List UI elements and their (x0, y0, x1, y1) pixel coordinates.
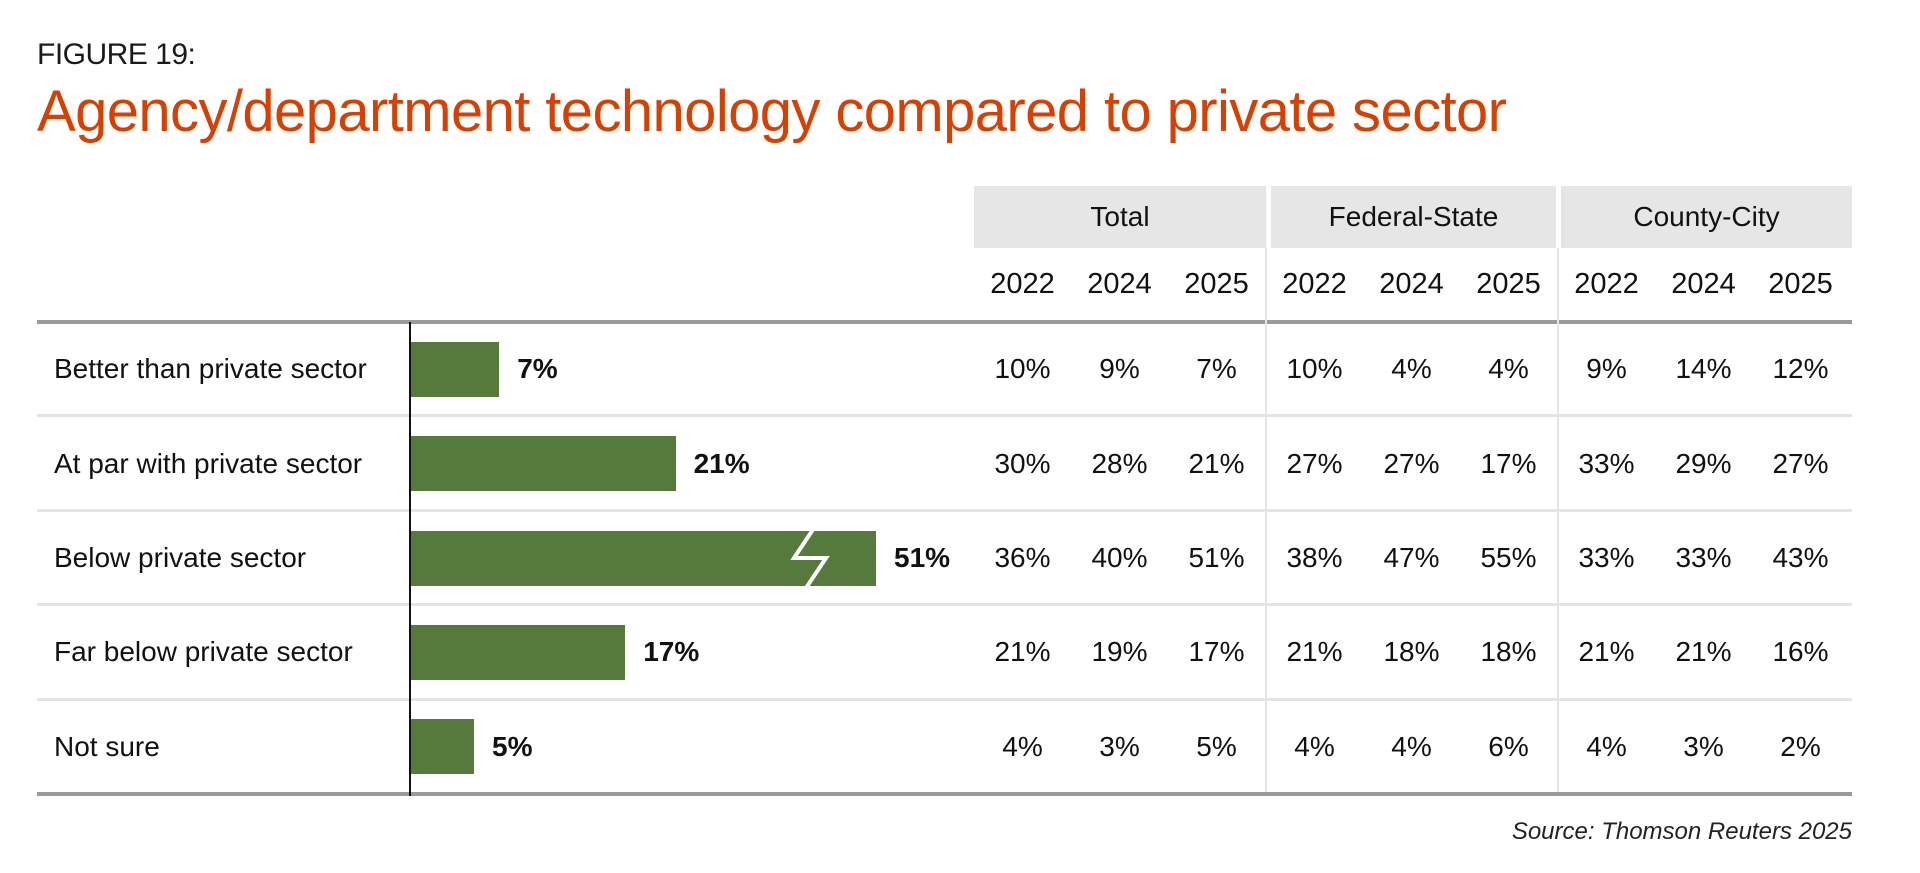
table-cell: 17% (1188, 636, 1245, 668)
bar-axis-line (409, 322, 411, 796)
table-cell: 14% (1675, 353, 1732, 385)
row-separator (37, 508, 1852, 512)
table-cell: 38% (1286, 542, 1343, 573)
table-bottom-rule (37, 792, 1852, 796)
table-cell: 4% (1391, 353, 1432, 385)
bar (411, 624, 626, 680)
table-cell: 28% (1091, 447, 1148, 479)
bar-value-label: 5% (492, 730, 533, 762)
source-note: Source: Thomson Reuters 2025 (1511, 818, 1852, 845)
table-cell: 10% (1286, 353, 1343, 385)
table-top-rule (37, 320, 1852, 324)
row-label: Better than private sector (54, 353, 367, 385)
row-label: Far below private sector (54, 636, 353, 668)
table-cell: 5% (1196, 730, 1237, 762)
table-cell: 2% (1780, 730, 1821, 762)
table-cell: 29% (1675, 447, 1732, 479)
group-divider (1557, 248, 1559, 792)
group-header-federal-state: Federal-State (1271, 186, 1556, 248)
year-header: 2024 (1671, 268, 1736, 300)
row-label: Below private sector (54, 542, 307, 573)
year-header: 2025 (1768, 268, 1833, 300)
group-header-total: Total (974, 186, 1266, 248)
table-cell: 4% (1391, 730, 1432, 762)
chart-title: Agency/department technology compared to… (37, 79, 1507, 144)
year-header: 2025 (1476, 268, 1541, 300)
year-header: 2022 (1282, 268, 1347, 300)
year-header: 2024 (1087, 268, 1152, 300)
table-cell: 47% (1383, 542, 1440, 573)
row-label: Not sure (54, 730, 160, 762)
bar-value-label: 17% (643, 636, 700, 668)
bar-value-label: 21% (693, 447, 750, 479)
bar-value-label: 51% (894, 542, 951, 573)
table-cell: 3% (1099, 730, 1140, 762)
axis-break-icon (790, 528, 830, 588)
bar-value-label: 7% (517, 353, 558, 385)
table-cell: 27% (1383, 447, 1440, 479)
row-separator (37, 697, 1852, 701)
table-cell: 36% (994, 542, 1051, 573)
table-cell: 7% (1196, 353, 1237, 385)
table-cell: 21% (1188, 447, 1245, 479)
table-cell: 51% (1188, 542, 1245, 573)
table-cell: 33% (1578, 447, 1635, 479)
table-cell: 12% (1772, 353, 1829, 385)
table-cell: 18% (1480, 636, 1537, 668)
table-cell: 9% (1586, 353, 1627, 385)
row-separator (37, 414, 1852, 418)
table-cell: 30% (994, 447, 1051, 479)
table-cell: 18% (1383, 636, 1440, 668)
group-header-county-city: County-City (1561, 186, 1852, 248)
year-header: 2025 (1184, 268, 1249, 300)
table-cell: 17% (1480, 447, 1537, 479)
table-cell: 21% (1675, 636, 1732, 668)
table-cell: 16% (1772, 636, 1829, 668)
table-cell: 33% (1675, 542, 1732, 573)
table-cell: 55% (1480, 542, 1537, 573)
row-separator (37, 603, 1852, 607)
table-cell: 21% (1286, 636, 1343, 668)
table-cell: 6% (1488, 730, 1529, 762)
year-header: 2022 (1574, 268, 1639, 300)
table-cell: 3% (1683, 730, 1724, 762)
bar (411, 436, 676, 492)
table-cell: 21% (994, 636, 1051, 668)
table-cell: 4% (1586, 730, 1627, 762)
year-header: 2022 (990, 268, 1055, 300)
table-cell: 4% (1488, 353, 1529, 385)
table-cell: 40% (1091, 542, 1148, 573)
table-cell: 4% (1002, 730, 1043, 762)
table-cell: 10% (994, 353, 1051, 385)
table-cell: 9% (1099, 353, 1140, 385)
figure-label: FIGURE 19: (37, 38, 196, 71)
table-cell: 27% (1286, 447, 1343, 479)
bar (411, 719, 474, 775)
table-cell: 43% (1772, 542, 1829, 573)
group-divider (1265, 248, 1267, 792)
bar (411, 341, 500, 397)
row-label: At par with private sector (54, 447, 363, 479)
year-header: 2024 (1379, 268, 1444, 300)
table-cell: 19% (1091, 636, 1148, 668)
table-cell: 21% (1578, 636, 1635, 668)
table-cell: 4% (1294, 730, 1335, 762)
table-cell: 33% (1578, 542, 1635, 573)
table-cell: 27% (1772, 447, 1829, 479)
